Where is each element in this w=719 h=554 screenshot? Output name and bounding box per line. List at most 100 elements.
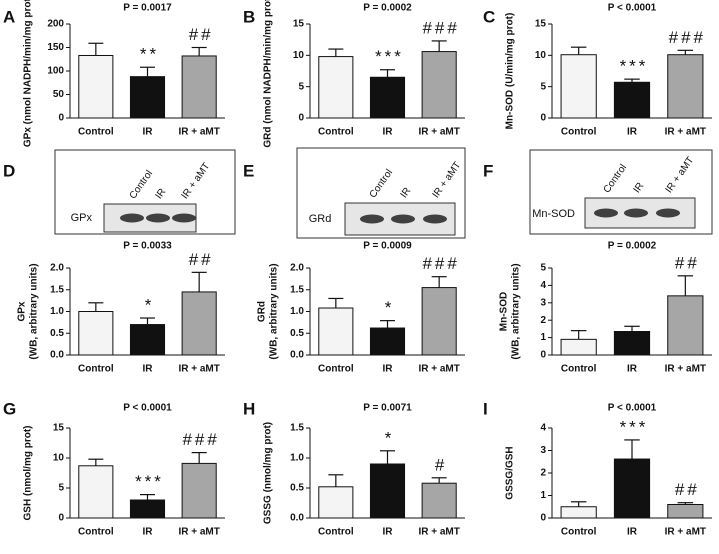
y-tick-label: 1.0 — [290, 453, 304, 464]
y-tick-label: 10 — [535, 50, 547, 61]
y-tick-label: 1.0 — [290, 306, 304, 317]
y-tick-label: 0 — [58, 113, 64, 124]
x-tick-label: IR + aMT — [665, 364, 706, 375]
y-tick-label: 15 — [535, 19, 547, 30]
bar — [421, 287, 457, 356]
y-tick-label: 150 — [47, 42, 64, 53]
y-tick-label: 5 — [540, 263, 546, 274]
bar — [78, 54, 114, 119]
significance: ## — [675, 480, 700, 499]
y-tick-label: 0 — [540, 513, 546, 524]
x-tick-label: IR + aMT — [178, 527, 219, 538]
bar — [613, 81, 651, 119]
x-tick-label: IR — [143, 527, 154, 538]
y-tick-label: 0.5 — [290, 483, 304, 494]
x-tick-label: Control — [561, 527, 597, 538]
panel-letter: E — [243, 161, 254, 180]
chart-title: P < 0.0001 — [608, 3, 657, 14]
chart-title: P = 0.0071 — [363, 403, 412, 414]
significance: ### — [422, 254, 459, 273]
significance: *** — [135, 472, 164, 491]
y-axis-label: Mn-SOD (U/min/mg prot) — [505, 13, 516, 130]
x-tick-label: IR + aMT — [418, 127, 459, 138]
panel-letter: F — [483, 161, 493, 180]
blot-lane: Control — [602, 163, 630, 196]
blot-frame — [529, 149, 713, 235]
blot-band — [423, 214, 447, 224]
x-tick-label: Control — [318, 527, 354, 538]
bar — [560, 506, 597, 519]
bar — [181, 55, 217, 119]
panel-letter: B — [243, 7, 255, 26]
bar — [667, 54, 704, 119]
significance: * — [145, 296, 155, 315]
y-tick-label: 2 — [540, 315, 546, 326]
blot-lane: IR + aMT — [431, 160, 464, 200]
panel-letter: C — [483, 7, 495, 26]
blot-band — [624, 208, 648, 218]
blot-protein: GRd — [309, 213, 332, 225]
y-tick-label: 0.5 — [290, 328, 304, 339]
blot-lane: IR — [632, 181, 647, 196]
blot-band — [391, 214, 415, 224]
y-axis-label: (WB, arbitrary units) — [511, 263, 522, 359]
x-tick-label: Control — [318, 364, 354, 375]
y-tick-label: 1 — [540, 490, 546, 501]
y-tick-label: 5 — [58, 483, 64, 494]
blot-lane: Control — [128, 169, 156, 202]
bar — [318, 486, 354, 519]
y-tick-label: 2.0 — [290, 263, 304, 274]
y-tick-label: 15 — [293, 19, 305, 30]
significance: *** — [620, 417, 649, 436]
bar — [369, 327, 406, 356]
bar — [369, 76, 406, 119]
bar — [181, 291, 217, 356]
bar — [78, 311, 114, 356]
blot-lane: IR — [154, 187, 169, 202]
x-tick-label: IR + aMT — [665, 527, 706, 538]
y-tick-label: 0 — [298, 113, 304, 124]
x-tick-label: Control — [78, 364, 114, 375]
bar — [318, 307, 354, 356]
blot-band — [360, 214, 384, 224]
y-tick-label: 5 — [540, 81, 546, 92]
x-tick-label: IR + aMT — [178, 127, 219, 138]
bar — [318, 56, 354, 119]
significance: ## — [675, 253, 700, 272]
chart-title: P = 0.0002 — [363, 3, 412, 14]
y-tick-label: 2.0 — [50, 263, 64, 274]
bar — [421, 51, 457, 119]
y-tick-label: 15 — [53, 423, 65, 434]
blot-lane: IR — [399, 186, 414, 201]
chart-title: P = 0.0002 — [608, 241, 657, 252]
x-tick-label: IR — [383, 364, 394, 375]
significance: *** — [620, 57, 649, 76]
bar — [421, 482, 457, 519]
blot-band — [594, 208, 618, 218]
blot-lane: IR + aMT — [664, 155, 697, 195]
y-tick-label: 1.0 — [50, 306, 64, 317]
y-axis-label: GSSG/GSH — [505, 446, 516, 499]
bar — [613, 458, 651, 519]
panel-letter: A — [3, 7, 15, 26]
significance: # — [435, 455, 447, 474]
bar — [78, 465, 114, 519]
y-axis-label: GSH (nmol/mg prot) — [23, 426, 34, 521]
y-tick-label: 2 — [540, 468, 546, 479]
x-tick-label: IR — [627, 527, 638, 538]
y-tick-label: 1 — [540, 332, 546, 343]
y-tick-label: 1.5 — [50, 284, 64, 295]
y-tick-label: 0 — [540, 350, 546, 361]
x-tick-label: IR — [627, 364, 638, 375]
y-tick-label: 0.5 — [50, 328, 64, 339]
x-tick-label: IR — [383, 527, 394, 538]
y-axis-label: (WB, arbitrary units) — [269, 263, 280, 359]
significance: ** — [140, 45, 159, 64]
y-tick-label: 1.5 — [290, 423, 304, 434]
chart-title: P = 0.0017 — [123, 3, 172, 14]
panel-letter: H — [243, 399, 255, 418]
y-tick-label: 5 — [298, 81, 304, 92]
significance: ### — [182, 430, 219, 449]
y-axis-label: GPx — [17, 301, 28, 321]
blot-band — [656, 208, 680, 218]
